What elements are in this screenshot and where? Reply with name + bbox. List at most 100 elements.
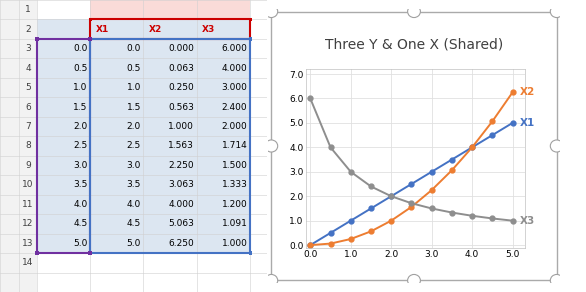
Circle shape — [408, 274, 420, 286]
Text: 3.063: 3.063 — [168, 180, 194, 190]
Text: 2.000: 2.000 — [222, 122, 247, 131]
Bar — [248, 37, 252, 41]
Text: 2.250: 2.250 — [169, 161, 194, 170]
Bar — [90, 156, 144, 175]
Circle shape — [550, 140, 563, 152]
Bar — [144, 214, 197, 234]
Bar — [197, 0, 250, 20]
Bar — [144, 0, 197, 20]
Bar — [144, 39, 197, 58]
Text: 4.5: 4.5 — [73, 219, 87, 228]
Bar — [88, 251, 92, 255]
Text: 0.563: 0.563 — [168, 102, 194, 112]
Text: X2: X2 — [149, 25, 162, 34]
Text: 4.5: 4.5 — [127, 219, 141, 228]
Text: 5: 5 — [25, 83, 31, 92]
Text: 10: 10 — [22, 180, 34, 190]
Text: 4.0: 4.0 — [127, 200, 141, 209]
Circle shape — [265, 274, 278, 286]
Bar — [144, 156, 197, 175]
Text: 1.5: 1.5 — [73, 102, 87, 112]
Bar — [35, 37, 39, 41]
Text: 3: 3 — [25, 44, 31, 53]
Bar — [144, 175, 197, 195]
Text: 1.000: 1.000 — [168, 122, 194, 131]
Text: 3.0: 3.0 — [73, 161, 87, 170]
Text: X2: X2 — [520, 87, 535, 97]
Bar — [90, 39, 250, 253]
Text: 3.5: 3.5 — [73, 180, 87, 190]
Bar — [37, 136, 90, 156]
Text: 11: 11 — [22, 200, 34, 209]
Bar — [197, 58, 250, 78]
Bar — [144, 234, 197, 253]
Text: 1.500: 1.500 — [222, 161, 247, 170]
Bar — [197, 39, 250, 58]
Circle shape — [408, 6, 420, 18]
Bar — [197, 195, 250, 214]
Text: 0.063: 0.063 — [168, 64, 194, 73]
Text: 1.091: 1.091 — [222, 219, 247, 228]
Bar — [88, 37, 92, 41]
Bar — [90, 117, 144, 136]
Text: 9: 9 — [25, 161, 31, 170]
Bar — [197, 214, 250, 234]
Bar — [88, 251, 92, 255]
Text: 3.0: 3.0 — [127, 161, 141, 170]
Text: 1.0: 1.0 — [127, 83, 141, 92]
Text: X1: X1 — [96, 25, 109, 34]
Bar — [37, 195, 90, 214]
Text: 7: 7 — [25, 122, 31, 131]
Text: 2.5: 2.5 — [73, 142, 87, 150]
Bar — [37, 39, 90, 253]
Bar — [248, 37, 252, 41]
Bar — [90, 136, 144, 156]
Text: 1.714: 1.714 — [222, 142, 247, 150]
Bar — [37, 175, 90, 195]
Bar — [144, 195, 197, 214]
Bar — [37, 97, 90, 117]
Text: 2.5: 2.5 — [127, 142, 141, 150]
Text: X3: X3 — [520, 216, 535, 226]
Text: 8: 8 — [25, 142, 31, 150]
Bar — [144, 117, 197, 136]
Text: Three Y & One X (Shared): Three Y & One X (Shared) — [325, 38, 503, 52]
Text: 1.000: 1.000 — [222, 239, 247, 248]
Bar — [90, 214, 144, 234]
Text: 5.0: 5.0 — [127, 239, 141, 248]
Text: 6: 6 — [25, 102, 31, 112]
Bar — [37, 39, 90, 58]
Bar — [90, 78, 144, 97]
Bar — [37, 214, 90, 234]
Text: 2.0: 2.0 — [73, 122, 87, 131]
Bar — [197, 117, 250, 136]
Text: 0.5: 0.5 — [73, 64, 87, 73]
Bar — [144, 20, 197, 39]
Bar — [197, 20, 250, 39]
Text: 5.063: 5.063 — [168, 219, 194, 228]
Text: 6.250: 6.250 — [168, 239, 194, 248]
Bar — [197, 97, 250, 117]
Bar — [90, 39, 144, 58]
Circle shape — [265, 6, 278, 18]
Text: 1.5: 1.5 — [127, 102, 141, 112]
Bar — [0, 0, 37, 292]
Text: 1: 1 — [25, 5, 31, 14]
Bar — [197, 78, 250, 97]
Bar — [197, 136, 250, 156]
Text: 2.400: 2.400 — [222, 102, 247, 112]
Bar — [144, 136, 197, 156]
Bar — [90, 97, 144, 117]
Text: 2: 2 — [25, 25, 31, 34]
Bar — [90, 20, 144, 39]
Bar — [88, 18, 92, 21]
Text: 0.0: 0.0 — [73, 44, 87, 53]
Bar — [37, 117, 90, 136]
Bar — [90, 20, 250, 39]
Text: 2.0: 2.0 — [127, 122, 141, 131]
Text: X1: X1 — [520, 118, 535, 128]
Text: 6.000: 6.000 — [222, 44, 247, 53]
Text: 0.5: 0.5 — [127, 64, 141, 73]
Bar — [144, 58, 197, 78]
Text: 1.333: 1.333 — [222, 180, 247, 190]
